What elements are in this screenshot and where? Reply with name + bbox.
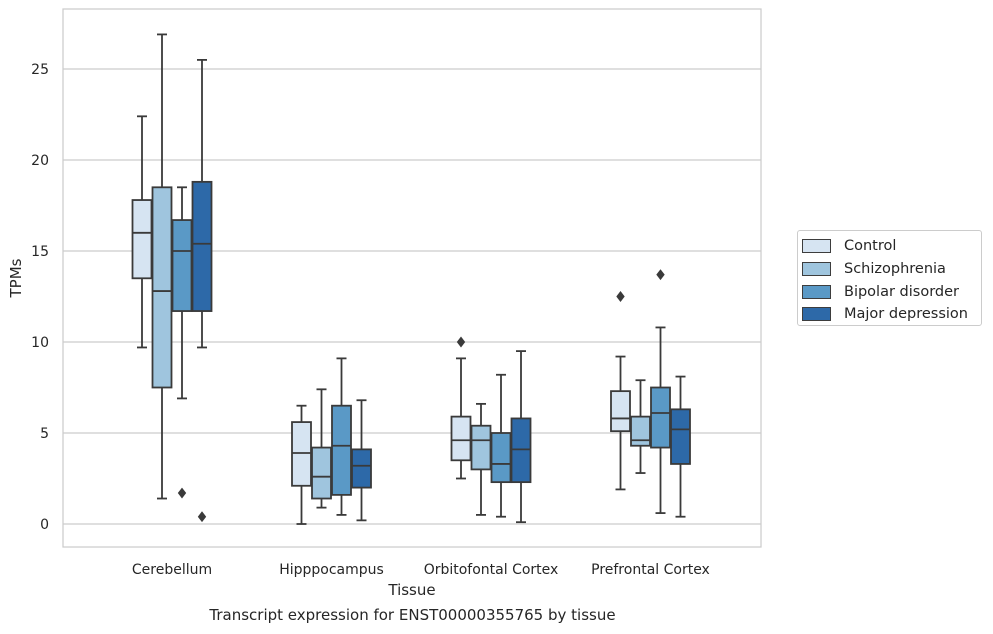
x-tick-label: Cerebellum bbox=[132, 562, 212, 578]
box-iqr bbox=[610, 390, 631, 433]
box-iqr bbox=[151, 186, 173, 389]
legend-swatch bbox=[802, 262, 831, 277]
x-tick-label: Prefrontal Cortex bbox=[591, 562, 710, 578]
box-iqr bbox=[351, 448, 372, 489]
legend-item: Bipolar disorder bbox=[802, 280, 981, 303]
y-tick-label: 25 bbox=[31, 62, 49, 78]
box-bipolar-disorder bbox=[331, 357, 352, 516]
legend-swatch bbox=[802, 239, 831, 254]
legend-item: Control bbox=[802, 235, 981, 258]
y-tick-label: 10 bbox=[31, 335, 49, 351]
y-tick-label: 20 bbox=[31, 153, 49, 169]
box-iqr bbox=[131, 199, 153, 280]
box-iqr bbox=[311, 446, 332, 500]
box-bipolar-disorder bbox=[171, 186, 193, 499]
x-axis-label: Tissue bbox=[387, 581, 435, 599]
box-iqr bbox=[171, 219, 193, 312]
box-major-depression bbox=[670, 375, 691, 518]
box-iqr bbox=[670, 408, 691, 465]
y-tick-labels: 0 5 10 15 20 25 bbox=[31, 62, 49, 533]
box-iqr bbox=[291, 421, 312, 487]
x-tick-label: Hipppocampus bbox=[279, 562, 384, 578]
y-tick-label: 15 bbox=[31, 244, 49, 260]
box-iqr bbox=[470, 424, 492, 471]
box-iqr bbox=[630, 415, 651, 447]
box-control bbox=[131, 115, 153, 349]
box-iqr bbox=[510, 417, 532, 484]
outlier-point bbox=[616, 291, 625, 302]
box-iqr bbox=[191, 180, 213, 312]
box-iqr bbox=[650, 386, 671, 449]
box-major-depression bbox=[351, 399, 372, 522]
legend-label: Major depression bbox=[844, 306, 968, 323]
legend-swatch bbox=[802, 307, 831, 322]
outlier-point bbox=[177, 487, 187, 499]
box-schizophrenia bbox=[630, 379, 651, 474]
box-schizophrenia bbox=[151, 33, 173, 500]
x-tick-label: Orbitofontal Cortex bbox=[424, 562, 559, 578]
legend-item: Schizophrenia bbox=[802, 258, 981, 281]
box-iqr bbox=[450, 415, 472, 462]
box-bipolar-disorder bbox=[490, 373, 512, 518]
box-control bbox=[610, 291, 631, 491]
box-major-depression bbox=[510, 350, 532, 524]
box-major-depression bbox=[191, 59, 213, 523]
box-iqr bbox=[490, 432, 512, 484]
legend: Control Schizophrenia Bipolar disorder Majo… bbox=[797, 230, 982, 326]
x-tick-labels: Cerebellum Hipppocampus Orbitofontal Corte… bbox=[132, 562, 710, 578]
outlier-point bbox=[656, 269, 665, 281]
y-axis-label: TPMs bbox=[7, 258, 25, 298]
plot-frame bbox=[62, 8, 762, 548]
legend-swatch bbox=[802, 284, 831, 299]
outlier-point bbox=[456, 336, 466, 348]
box-series bbox=[131, 33, 691, 525]
legend-label: Bipolar disorder bbox=[844, 283, 959, 300]
y-tick-label: 5 bbox=[40, 426, 49, 442]
figure-caption: Transcript expression for ENST0000035576… bbox=[209, 606, 616, 624]
legend-item: Major depression bbox=[802, 303, 981, 326]
box-schizophrenia bbox=[470, 402, 492, 516]
y-tick-label: 0 bbox=[40, 517, 49, 533]
legend-label: Schizophrenia bbox=[844, 261, 946, 278]
box-schizophrenia bbox=[311, 388, 332, 509]
box-control bbox=[291, 404, 312, 525]
box-control bbox=[450, 336, 472, 480]
legend-label: Control bbox=[844, 238, 897, 255]
outlier-point bbox=[197, 511, 207, 523]
box-iqr bbox=[331, 404, 352, 496]
box-bipolar-disorder bbox=[650, 269, 671, 514]
